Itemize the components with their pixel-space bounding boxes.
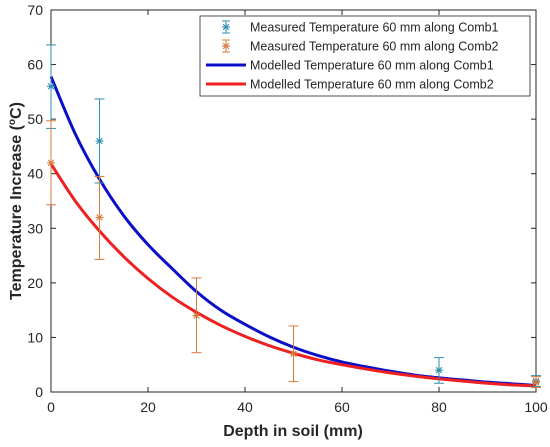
y-tick-label: 0: [35, 384, 43, 400]
legend-item: Modelled Temperature 60 mm along Comb1: [206, 59, 494, 73]
y-tick-label: 60: [27, 57, 43, 73]
legend-item: Measured Temperature 60 mm along Comb2: [222, 39, 499, 54]
measured-markers: [46, 44, 541, 389]
y-tick-label: 30: [27, 220, 43, 236]
x-tick-label: 0: [47, 399, 55, 415]
x-tick-label: 20: [140, 399, 156, 415]
data-point-comb1: [95, 136, 104, 145]
x-tick-label: 100: [524, 399, 548, 415]
y-axis-title-sup: o: [7, 119, 18, 125]
data-point-comb2: [95, 213, 104, 222]
data-point-comb2: [47, 158, 55, 167]
data-point-comb1: [435, 366, 443, 375]
y-tick-label: 10: [27, 329, 43, 345]
y-tick-label: 40: [27, 166, 43, 182]
legend-label: Measured Temperature 60 mm along Comb2: [250, 40, 499, 54]
legend-items: Measured Temperature 60 mm along Comb1 Me…: [206, 20, 499, 92]
data-point-comb2: [192, 311, 201, 320]
x-tick-label: 40: [237, 399, 253, 415]
legend-label: Modelled Temperature 60 mm along Comb2: [250, 78, 494, 92]
axis-ticks: 0 20 40 60 80 100 0 10 20 30 40 50 60 70: [27, 2, 547, 415]
legend-box: [199, 15, 531, 97]
x-tick-label: 60: [334, 399, 350, 415]
x-axis-title: Depth in soil (mm): [223, 423, 363, 440]
legend-marker: [222, 23, 230, 31]
legend-marker: [222, 42, 230, 50]
y-tick-label: 50: [27, 111, 43, 127]
data-point-comb1: [47, 82, 55, 91]
legend-label: Modelled Temperature 60 mm along Comb1: [250, 59, 494, 73]
data-point-comb2: [289, 349, 298, 358]
data-point-comb2: [532, 378, 540, 387]
y-tick-label: 70: [27, 2, 43, 18]
y-axis-title: Temperature Increase (oC): [7, 102, 25, 300]
legend-label: Measured Temperature 60 mm along Comb1: [250, 21, 499, 35]
y-tick-label: 20: [27, 275, 43, 291]
legend-item: Measured Temperature 60 mm along Comb1: [222, 20, 499, 35]
legend: Measured Temperature 60 mm along Comb1 Me…: [199, 15, 531, 97]
legend-item: Modelled Temperature 60 mm along Comb2: [206, 78, 494, 92]
x-tick-label: 80: [431, 399, 447, 415]
